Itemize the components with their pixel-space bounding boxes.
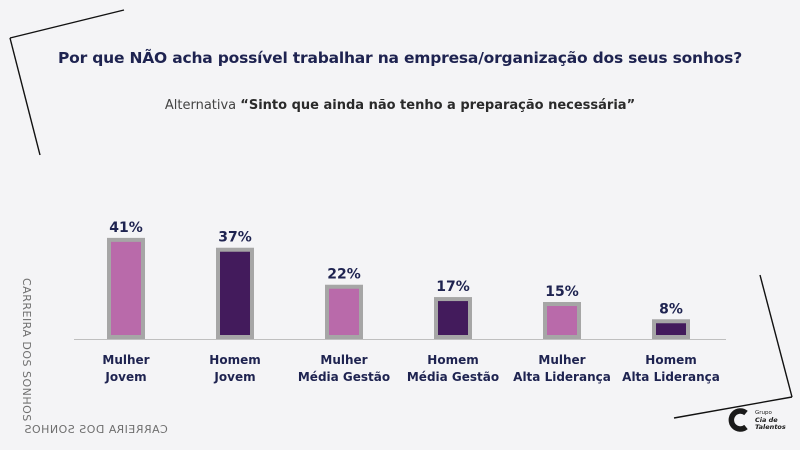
category-label: Jovem [104, 370, 146, 384]
category-label: Mulher [538, 353, 585, 367]
data-label: 22% [327, 267, 361, 283]
category-label: Alta Liderança [622, 370, 720, 384]
side-text-mirrored: CARREIRA DOS SONHOS [24, 423, 168, 436]
bar [111, 241, 141, 335]
deco-line-left [9, 37, 41, 156]
deco-line-right [759, 274, 793, 398]
bar [656, 323, 686, 335]
data-label: 8% [659, 301, 683, 317]
category-label: Homem [645, 353, 696, 367]
category-label: Média Gestão [407, 370, 499, 384]
data-label: 41% [109, 220, 143, 236]
category-label: Mulher [320, 353, 367, 367]
subtitle-quote: “Sinto que ainda não tenho a preparação … [240, 98, 636, 113]
subtitle-prefix: Alternativa [164, 98, 237, 113]
category-label: Jovem [213, 370, 255, 384]
category-label: Alta Liderança [513, 370, 611, 384]
data-label: 15% [545, 284, 579, 300]
category-label: Média Gestão [298, 370, 390, 384]
company-logo: Grupo Cia de Talentos [728, 408, 786, 432]
logo-line-2: Cia de [755, 415, 778, 424]
category-label: Homem [209, 353, 260, 367]
side-text-vertical: CARREIRA DOS SONHOS [20, 278, 33, 422]
deco-line-top [9, 9, 125, 39]
deco-line-bottom [673, 396, 793, 419]
category-label: Mulher [102, 353, 149, 367]
logo-text: Grupo Cia de Talentos [755, 410, 786, 431]
bar [220, 251, 250, 335]
bar [547, 306, 577, 335]
logo-line-1: Grupo [755, 409, 772, 416]
data-label: 37% [218, 230, 252, 246]
category-label: Homem [427, 353, 478, 367]
logo-c-icon [728, 408, 748, 432]
logo-line-3: Talentos [755, 422, 786, 431]
data-label: 17% [436, 279, 470, 295]
page-title: Por que NÃO acha possível trabalhar na e… [57, 49, 742, 67]
page-subtitle: Alternativa “Sinto que ainda não tenho a… [0, 98, 800, 113]
bar [329, 288, 359, 335]
bar [438, 301, 468, 335]
